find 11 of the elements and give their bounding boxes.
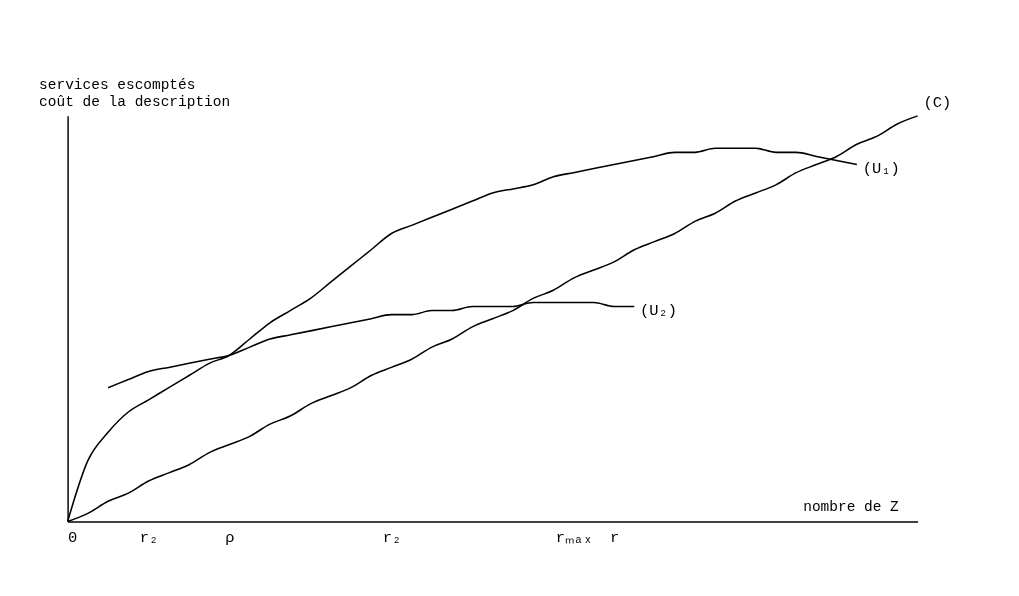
x-tick-label: rₘₐₓ (555, 529, 593, 548)
x-tick-label: r₂ (139, 529, 159, 548)
series-label: (U₂) (640, 302, 678, 321)
x-tick-label: r (609, 529, 620, 548)
series-label: (U₁) (862, 160, 900, 179)
y-axis-title: services escomptés coût de la description (39, 77, 231, 110)
x-tick-label: r₂ (382, 529, 402, 548)
series-label: (C) (923, 94, 952, 113)
x-axis-title: nombre de Z (803, 499, 900, 516)
x-tick-label: ρ (225, 529, 235, 548)
x-tick-label: 0 (68, 529, 78, 548)
